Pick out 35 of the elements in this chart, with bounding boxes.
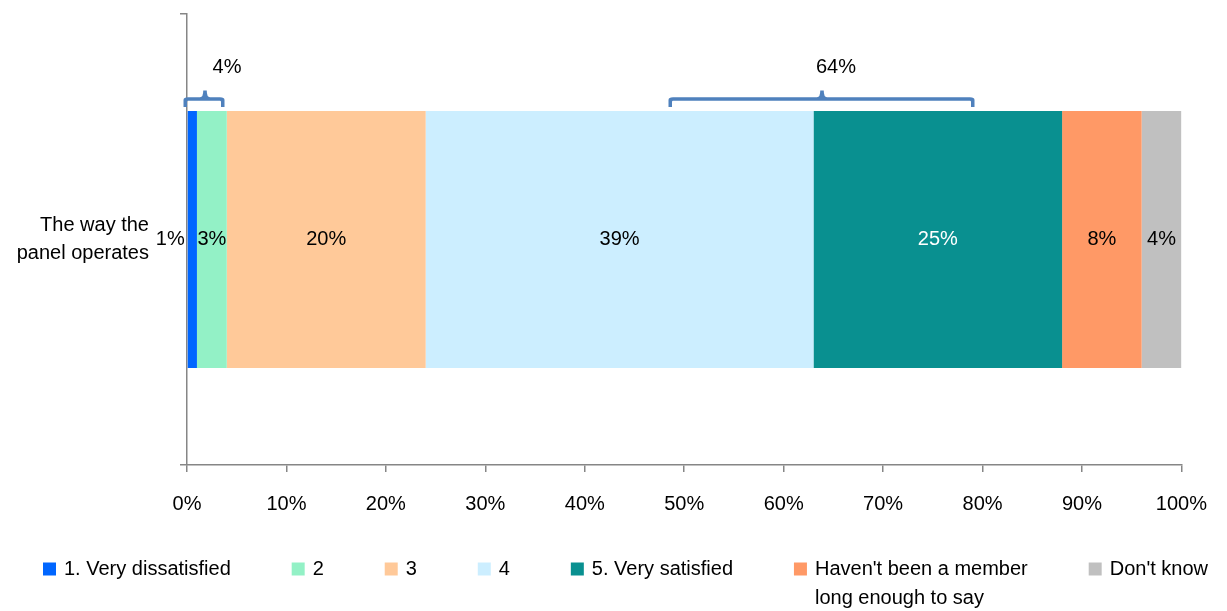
bar	[425, 110, 814, 369]
bar	[813, 110, 1063, 369]
data-label: 8%	[1087, 227, 1117, 250]
text: 4%	[212, 55, 242, 78]
legend-label: 3	[405, 556, 417, 579]
text: 64%	[815, 55, 857, 78]
x-tick-label: 40%	[564, 491, 605, 514]
bar	[1062, 110, 1142, 369]
x-tick-label: 50%	[664, 491, 705, 514]
data-label: 3%	[197, 227, 227, 250]
x-tick-label: 90%	[1061, 491, 1103, 514]
legend-label: Don't know	[1109, 556, 1209, 579]
data-label: 25%	[917, 227, 959, 250]
legend-label: 4	[498, 556, 510, 579]
x-tick-label: 10%	[266, 491, 307, 514]
data-label: 20%	[306, 227, 347, 250]
legend-label: 2	[312, 556, 324, 579]
data-label: 39%	[599, 227, 640, 250]
x-tick-label: 0%	[172, 491, 202, 514]
legend-label: Haven't been a member long enough to say	[814, 556, 1029, 608]
x-tick-label: 20%	[365, 491, 407, 514]
data-label: 4%	[1147, 227, 1177, 250]
x-tick-label: 30%	[465, 491, 506, 514]
bar	[187, 110, 197, 369]
bar	[1141, 110, 1182, 369]
legend-label: 1. Very dissatisfied	[64, 556, 231, 579]
data-label: 1%	[155, 227, 185, 250]
bar	[196, 110, 227, 369]
y-tick-label: The way the panel operates	[16, 213, 149, 264]
x-tick-label: 70%	[863, 491, 904, 514]
legend-label: 5. Very satisfied	[591, 556, 734, 579]
x-tick-label: 80%	[962, 491, 1003, 514]
bar	[226, 110, 426, 369]
x-tick-label: 100%	[1155, 491, 1208, 514]
x-tick-label: 60%	[763, 491, 804, 514]
